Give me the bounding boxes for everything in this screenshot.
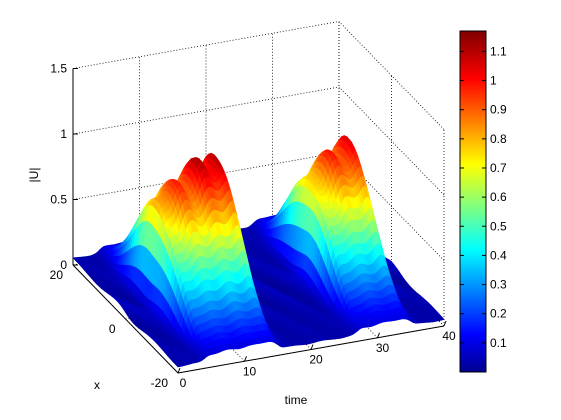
y-tick-label: -20 xyxy=(151,376,169,390)
y-tick-label: 0 xyxy=(109,322,116,336)
z-tick-label: 1 xyxy=(60,127,67,141)
x-tick-mark xyxy=(443,320,447,327)
z-axis-label: |U| xyxy=(27,168,41,183)
z-tick-label: 1.5 xyxy=(50,62,67,76)
grid-line xyxy=(338,152,445,261)
colorbar-tick-label: 0.4 xyxy=(490,248,507,262)
z-tick-label: 0.5 xyxy=(50,193,67,207)
x-axis-label: time xyxy=(285,393,308,407)
grid-line xyxy=(338,21,445,130)
colorbar: 0.1 0.2 0.3 0.4 0.5 0.6 0.7 0.8 0.9 1 1.1 xyxy=(459,30,507,373)
colorbar-tick-label: 0.5 xyxy=(490,219,507,233)
colorbar-tick-label: 1 xyxy=(490,74,497,88)
colorbar-tick-label: 0.7 xyxy=(490,161,507,175)
colorbar-tick-label: 0.9 xyxy=(490,103,507,117)
z-tick-label: 0 xyxy=(60,258,67,272)
y-axis-label: x xyxy=(94,378,100,392)
colorbar-tick-label: 0.1 xyxy=(490,336,507,350)
grid-line xyxy=(72,86,340,135)
x-tick-label: 0 xyxy=(180,376,187,390)
colorbar-tick-label: 1.1 xyxy=(490,44,507,58)
colorbar-gradient xyxy=(459,30,487,373)
colorbar-tick-label: 0.6 xyxy=(490,190,507,204)
colorbar-tick-label: 0.8 xyxy=(490,132,507,146)
axis-line xyxy=(72,264,179,374)
x-tick-label: 40 xyxy=(442,329,456,343)
x-tick-label: 10 xyxy=(243,364,257,378)
x-tick-label: 30 xyxy=(376,341,390,355)
surface-plot xyxy=(72,135,445,368)
x-tick-label: 20 xyxy=(309,353,323,367)
grid-line xyxy=(72,21,340,69)
colorbar-tick-label: 0.2 xyxy=(490,307,507,321)
colorbar-tick-label: 0.3 xyxy=(490,278,507,292)
grid-line xyxy=(338,86,445,196)
